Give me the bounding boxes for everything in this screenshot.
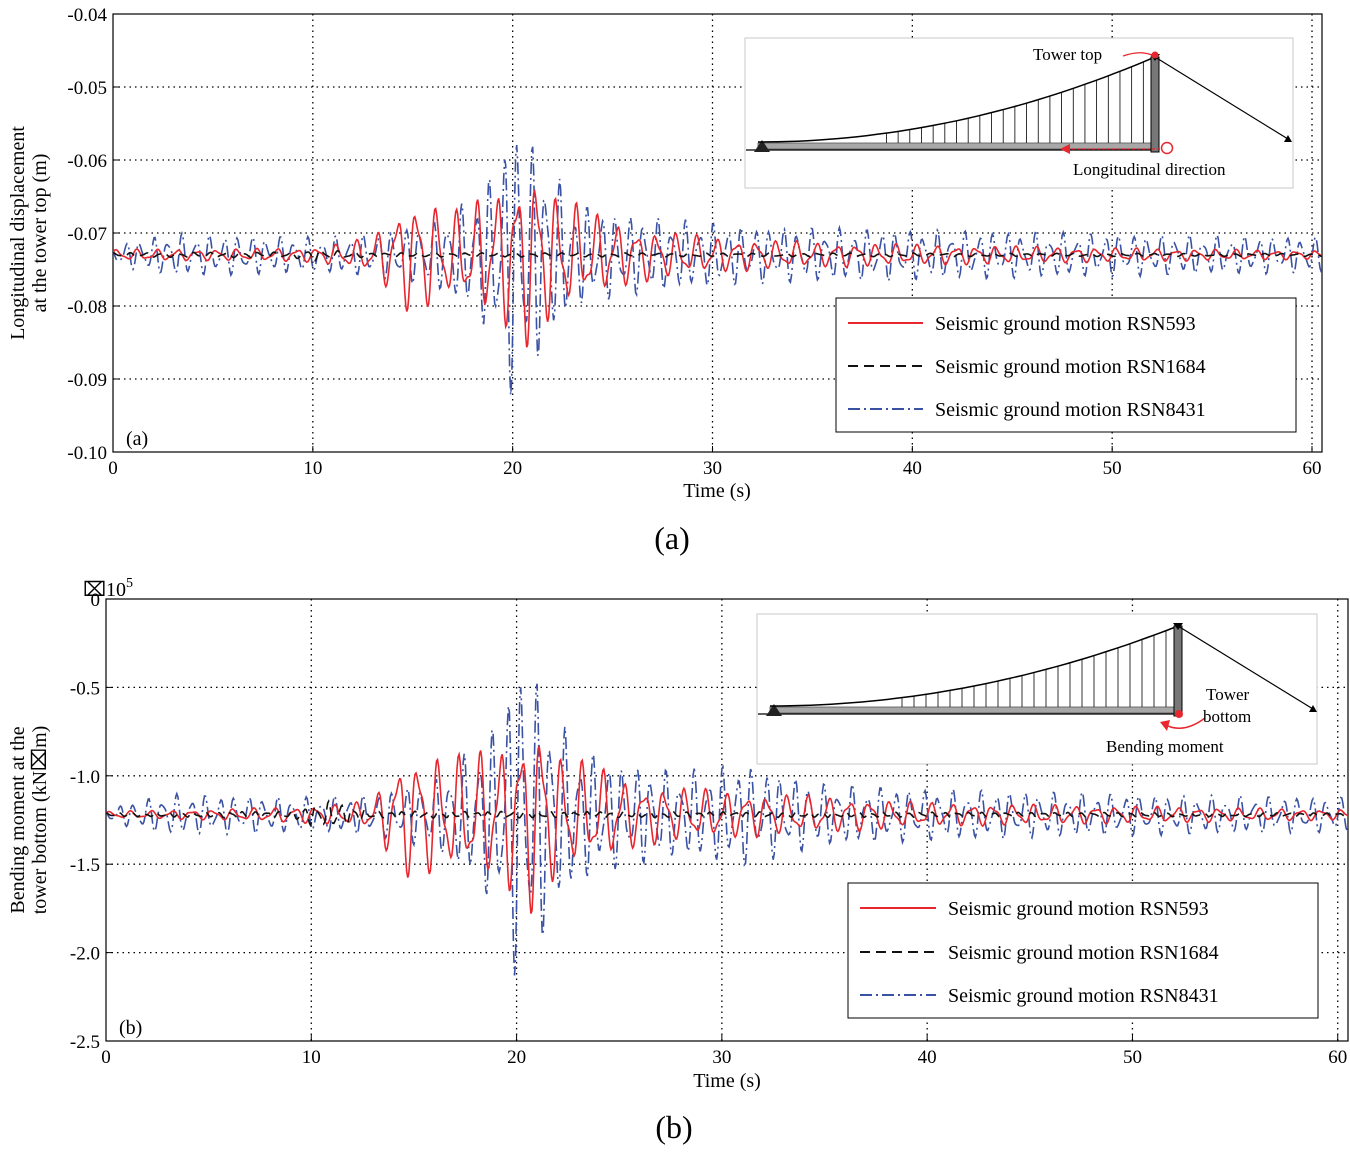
inset-deck: [769, 706, 1179, 714]
chart-b-xtick-label: 60: [1328, 1047, 1347, 1068]
chart-b-xtick-label: 40: [918, 1047, 937, 1068]
inset-a-frame: [744, 37, 1294, 189]
inset-end-support: [766, 704, 782, 716]
chart-a: 0 10 20 30 40 50 60 -0.04 -0.05 -0.06 -0.07 -0.08 -0…: [7, 5, 1323, 502]
chart-a-xtick-label: 40: [903, 458, 922, 479]
chart-a-ylabel-line1: Longitudinal displacement: [7, 126, 29, 340]
chart-b-ytick-label: 0: [91, 590, 101, 611]
chart-b-ytick-label: -2.5: [70, 1032, 100, 1053]
chart-a-xtick-label: 30: [703, 458, 722, 479]
chart-b: 0 10 20 30 40 50 600-0.5-1.0-1.5-2.0-2.5 ⌧105 …: [7, 576, 1349, 1092]
inset-a-bridge-drawing: [746, 54, 1292, 153]
chart-a-ytick-label: -0.09: [67, 370, 107, 391]
chart-a-xtick-label: 0: [108, 458, 118, 479]
chart-a-ticks: 0 10 20 30 40 50 60 -0.04 -0.05 -0.06 -0.07 -0.08 -0…: [67, 5, 1321, 479]
chart-b-series-rsn8431: [106, 683, 1348, 976]
chart-a-ytick-label: -0.07: [67, 224, 107, 245]
inset-b-label-tower: Tower: [1206, 685, 1250, 704]
inset-backstay: [1154, 56, 1289, 140]
chart-a-ytick-label: -0.08: [67, 297, 107, 318]
chart-b-legend: Seismic ground motion RSN593 Seismic gro…: [847, 882, 1319, 1019]
inset-b-bridge-drawing: [758, 623, 1317, 717]
legend-b-label-rsn8431: Seismic ground motion RSN8431: [948, 985, 1219, 1007]
inset-b-moment-arrowhead: [1160, 720, 1170, 731]
chart-a-xtick-label: 50: [1103, 458, 1122, 479]
legend-a-label-rsn593: Seismic ground motion RSN593: [935, 313, 1196, 335]
chart-b-ytick-label: -1.0: [70, 767, 100, 788]
chart-b-ytick-label: -2.0: [70, 944, 100, 965]
chart-b-ylabel-line2: tower bottom (kN⌧m): [29, 726, 51, 915]
chart-a-xtick-label: 60: [1303, 458, 1322, 479]
panel-caption-b: (b): [655, 1109, 692, 1145]
chart-b-series: [106, 683, 1348, 976]
chart-a-ytick-label: -0.04: [67, 5, 107, 26]
inset-deck: [757, 142, 1156, 150]
chart-b-inset-bridge: Tower bottom Bending moment: [756, 613, 1318, 765]
inset-b-frame: [756, 613, 1318, 765]
chart-a-series: [113, 145, 1322, 396]
panel-caption-a: (a): [654, 520, 690, 556]
chart-a-legend: Seismic ground motion RSN593 Seismic gro…: [835, 297, 1297, 433]
inset-tower: [1150, 56, 1160, 153]
chart-a-panel-label: (a): [126, 428, 148, 450]
inset-anchor: [1309, 705, 1317, 712]
inset-tower: [1173, 625, 1183, 717]
chart-a-inset-bridge: Tower top Longitudinal direction: [744, 37, 1294, 189]
inset-backstay: [1177, 625, 1314, 710]
legend-a-label-rsn8431: Seismic ground motion RSN8431: [935, 399, 1206, 421]
inset-end-support: [754, 140, 770, 152]
chart-b-xlabel: Time (s): [693, 1070, 761, 1092]
chart-a-series-rsn593: [113, 188, 1322, 348]
chart-a-series-rsn8431: [113, 145, 1322, 396]
chart-b-ytick-label: -0.5: [70, 678, 100, 699]
inset-anchor: [1284, 135, 1292, 142]
legend-a-label-rsn1684: Seismic ground motion RSN1684: [935, 356, 1206, 378]
inset-a-tower-base-marker: [1160, 141, 1174, 155]
chart-b-ylabel-line1: Bending moment at the: [7, 726, 29, 913]
chart-b-xtick-label: 0: [101, 1047, 111, 1068]
chart-b-xtick-label: 50: [1123, 1047, 1142, 1068]
inset-b-moment-arrow: [1167, 717, 1206, 729]
chart-b-series-rsn593: [106, 744, 1348, 914]
inset-b-tower-bottom-marker: [1175, 710, 1183, 718]
chart-a-ytick-label: -0.10: [67, 443, 107, 464]
chart-b-xtick-label: 10: [302, 1047, 321, 1068]
legend-b-label-rsn1684: Seismic ground motion RSN1684: [948, 942, 1219, 964]
inset-b-label-moment: Bending moment: [1106, 737, 1224, 756]
inset-b-label-bottom: bottom: [1203, 707, 1251, 726]
inset-a-label-direction: Longitudinal direction: [1073, 160, 1226, 179]
chart-b-ticks: 0 10 20 30 40 50 60 0 -0.5 -1.0 -1.5 -2.0 -2.5: [70, 590, 1347, 1068]
chart-b-ytick-label: -1.5: [70, 855, 100, 876]
chart-a-ylabel-line2: at the tower top (m): [29, 154, 51, 313]
chart-a-ytick-label: -0.05: [67, 78, 107, 99]
chart-b-series-rsn1684: [106, 799, 1348, 827]
chart-a-xlabel: Time (s): [683, 480, 751, 502]
chart-b-y-multiplier: ⌧105: [83, 576, 133, 601]
legend-b-label-rsn593: Seismic ground motion RSN593: [948, 898, 1209, 920]
inset-a-label-tower-top: Tower top: [1033, 45, 1102, 64]
chart-b-xtick-label: 30: [712, 1047, 731, 1068]
inset-a-tower-top-pointer: [1122, 52, 1153, 57]
inset-a-arrowhead: [1060, 144, 1070, 154]
chart-a-xtick-label: 20: [503, 458, 522, 479]
chart-b-panel-label: (b): [119, 1017, 142, 1039]
inset-a-tower-top-marker: [1151, 51, 1159, 59]
chart-b-xtick-label: 20: [507, 1047, 526, 1068]
chart-a-xtick-label: 10: [303, 458, 322, 479]
chart-a-ytick-label: -0.06: [67, 151, 107, 172]
